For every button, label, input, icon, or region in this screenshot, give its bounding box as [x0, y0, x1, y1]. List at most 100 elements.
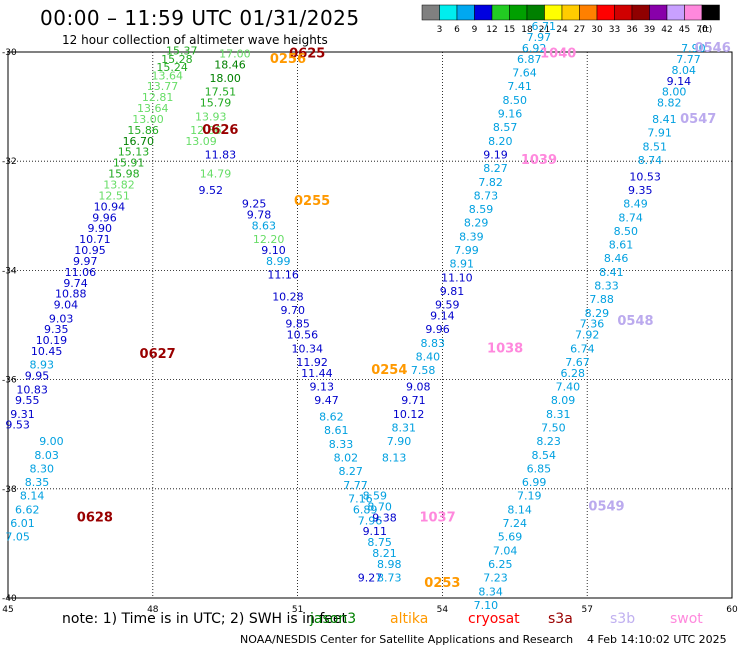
pass-time-label: 1039	[521, 153, 557, 168]
wave-height-value: 9.14	[430, 310, 455, 323]
wave-height-value: 9.10	[261, 244, 286, 257]
wave-height-value: 8.57	[493, 121, 518, 134]
wave-height-value: 7.77	[343, 479, 368, 492]
wave-height-value: 7.16	[348, 492, 373, 505]
pass-time-label: 0625	[289, 46, 325, 61]
wave-height-value: 8.91	[449, 258, 474, 271]
wave-height-value: 14.79	[200, 168, 232, 181]
wave-height-value: 9.31	[10, 408, 35, 421]
map-frame	[7, 51, 733, 599]
pass-time-label: 0547	[680, 112, 716, 127]
lon-tick-label: 57	[581, 605, 592, 615]
wave-height-value: 9.85	[285, 318, 310, 331]
wave-height-value: 8.09	[551, 394, 576, 407]
wave-height-value: 7.05	[5, 531, 30, 544]
wave-height-value: 13.93	[195, 110, 227, 123]
wave-height-value: 10.94	[94, 200, 126, 213]
wave-height-value: 8.31	[546, 408, 571, 421]
wave-height-value: 7.99	[454, 244, 479, 257]
wave-height-value: 6.28	[560, 367, 585, 380]
wave-height-value: 8.63	[252, 219, 277, 232]
wave-height-value: 8.14	[20, 490, 45, 503]
wave-height-value: 8.98	[377, 558, 402, 571]
wave-height-value: 7.96	[358, 514, 383, 527]
wave-height-value: 10.53	[629, 170, 661, 183]
wave-height-value: 8.59	[469, 203, 494, 216]
generated-timestamp: 4 Feb 14:10:02 UTC 2025	[587, 633, 727, 646]
wave-height-value: 9.53	[5, 419, 30, 432]
wave-height-value: 13.09	[185, 135, 217, 148]
wave-height-value: 8.54	[532, 449, 557, 462]
color-legend: 3 6 9 12 15 18 21 24 27 30 33 36 39 42 45 70(ft)	[421, 4, 720, 35]
pass-time-label: 0255	[294, 194, 330, 209]
wave-height-value: 15.24	[156, 61, 188, 74]
wave-height-value: 12.51	[98, 189, 130, 202]
wave-height-value: 7.67	[565, 356, 590, 369]
wave-height-value: 9.19	[483, 148, 508, 161]
wave-height-value: 7.91	[647, 127, 672, 140]
mission-s3a: s3a	[548, 611, 573, 627]
mission-swot: swot	[670, 611, 703, 627]
wave-height-value: 11.16	[267, 269, 299, 282]
wave-height-value: 9.47	[314, 394, 339, 407]
wave-height-value: 7.64	[512, 67, 537, 80]
legend-unit: (ft)	[699, 25, 713, 35]
wave-height-value: 8.29	[585, 307, 610, 320]
pass-time-label: 1038	[487, 341, 523, 356]
wave-height-value: 7.04	[493, 544, 518, 557]
pass-time-label: 0549	[588, 500, 624, 515]
wave-height-value: 8.27	[483, 162, 508, 175]
wave-height-value: 10.19	[36, 334, 68, 347]
lat-tick-label: -40	[2, 594, 17, 604]
units-note: note: 1) Time is in UTC; 2) SWH is in fe…	[62, 611, 348, 627]
wave-height-value: 10.71	[79, 233, 111, 246]
mission-s3b: s3b	[610, 611, 636, 627]
wave-height-value: 9.55	[15, 394, 40, 407]
pass-time-label: 0628	[77, 511, 113, 526]
wave-height-value: 7.36	[580, 318, 605, 331]
legend-swatch-16	[701, 4, 720, 21]
wave-height-value: 15.79	[200, 97, 232, 110]
mission-altika: altika	[390, 611, 429, 627]
credit-line: NOAA/NESDIS Center for Satellite Applica…	[240, 633, 574, 646]
wave-height-value: 18.46	[214, 58, 246, 71]
wave-height-value: 7.41	[507, 80, 532, 93]
wave-height-value: 8.59	[363, 490, 388, 503]
wave-height-value: 6.92	[522, 42, 547, 55]
pass-time-label: 0627	[140, 347, 176, 362]
wave-height-value: 15.98	[108, 168, 140, 181]
wave-height-value: 8.50	[614, 225, 639, 238]
pass-time-label: 0254	[371, 363, 407, 378]
legend-tick-3: 3	[437, 25, 443, 35]
wave-height-value: 11.06	[65, 266, 97, 279]
lat-tick-label: -34	[2, 266, 17, 276]
pass-time-label: 0546	[695, 41, 731, 56]
wave-height-value: 7.82	[478, 176, 503, 189]
wave-height-value: 8.62	[319, 411, 344, 424]
wave-height-value: 8.61	[609, 239, 634, 252]
wave-height-value: 7.97	[527, 31, 552, 44]
wave-height-value: 8.23	[536, 435, 561, 448]
wave-height-value: 7.40	[556, 381, 581, 394]
legend-tick-45: 45	[679, 25, 690, 35]
wave-height-value: 10.83	[16, 383, 48, 396]
wave-height-value: 9.13	[309, 381, 334, 394]
legend-tick-18: 18	[521, 25, 533, 35]
wave-height-value: 9.96	[92, 211, 117, 224]
wave-height-value: 8.82	[657, 97, 682, 110]
pass-time-label: 1037	[419, 511, 455, 526]
wave-height-value: 8.70	[367, 501, 392, 514]
legend-tick-21: 21	[539, 25, 550, 35]
wave-height-value: 17.00	[219, 47, 251, 60]
wave-height-value: 15.37	[166, 45, 198, 58]
wave-height-value: 7.90	[387, 435, 412, 448]
wave-height-value: 8.30	[30, 462, 55, 475]
wave-height-value: 10.45	[31, 345, 63, 358]
wave-height-value: 8.14	[507, 503, 532, 516]
legend-tick-6: 6	[454, 25, 460, 35]
wave-height-value: 9.95	[25, 370, 50, 383]
wave-height-value: 13.64	[152, 69, 184, 82]
wave-height-value: 8.21	[372, 547, 397, 560]
lon-tick-label: 51	[292, 605, 303, 615]
wave-height-value: 9.52	[198, 184, 223, 197]
